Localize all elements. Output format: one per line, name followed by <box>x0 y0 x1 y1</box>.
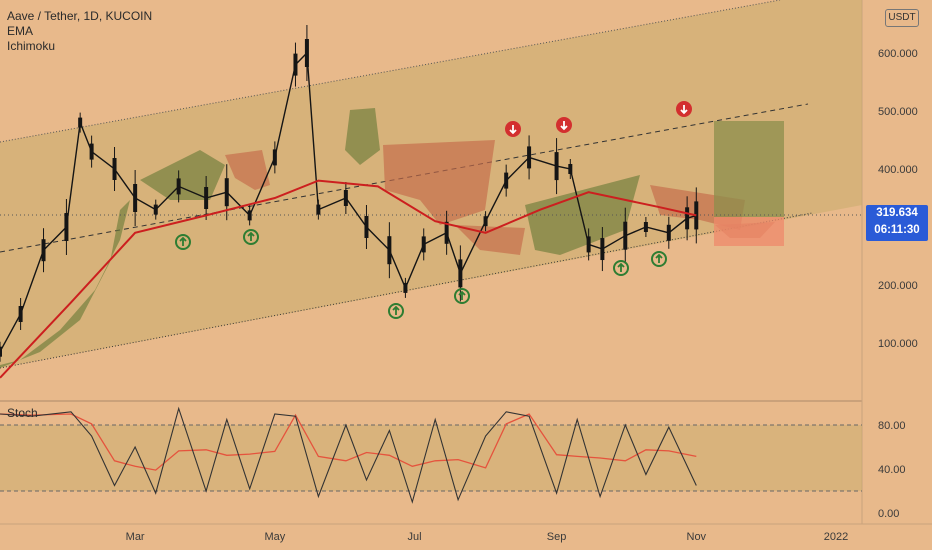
candle-body <box>643 222 648 232</box>
currency-button[interactable]: USDT <box>885 9 919 27</box>
y-tick-label: 500.000 <box>878 106 918 118</box>
legend-ichimoku[interactable]: Ichimoku <box>7 39 56 53</box>
candle-body <box>504 172 509 189</box>
y-tick-label: 200.000 <box>878 280 918 292</box>
candle-body <box>623 221 628 250</box>
buy-signal-icon <box>175 234 191 250</box>
candle-body <box>483 216 488 227</box>
y-tick-label: 100.000 <box>878 338 918 350</box>
price-value: 319.634 <box>876 207 918 219</box>
legend: Aave / Tether, 1D, KUCOIN EMA Ichimoku <box>7 9 152 54</box>
candle-body <box>64 213 69 241</box>
sell-arrow <box>509 125 517 135</box>
buy-arrow <box>458 290 466 300</box>
candle-body <box>600 238 605 261</box>
ema-line <box>0 179 697 379</box>
candle-body <box>364 216 369 238</box>
price-badge: 319.634 06:11:30 <box>866 205 928 241</box>
candle-body <box>421 236 426 253</box>
candle-body <box>272 149 277 166</box>
candle-body <box>568 164 573 174</box>
ichimoku-cloud-6 <box>525 175 640 255</box>
candle-body <box>153 204 158 215</box>
channel-upper-line <box>0 0 781 143</box>
candle-body <box>586 236 591 253</box>
candle-body <box>18 306 23 322</box>
candle-body <box>343 190 348 206</box>
legend-ema[interactable]: EMA <box>7 24 34 38</box>
ichimoku-cloud-2 <box>140 150 225 200</box>
buy-arrow <box>179 236 187 246</box>
stoch-y-tick-label: 80.00 <box>878 420 906 432</box>
stoch-k-line <box>0 406 697 504</box>
x-tick-label: Mar <box>126 531 145 543</box>
buy-signal-icon <box>651 251 667 267</box>
candle-body <box>224 178 229 207</box>
countdown: 06:11:30 <box>874 224 920 236</box>
buy-arrow <box>392 305 400 315</box>
x-tick-label: 2022 <box>824 531 848 543</box>
candle-body <box>554 152 559 181</box>
stoch-d-line <box>0 413 697 471</box>
candle-body <box>387 236 392 265</box>
y-tick-label: 600.000 <box>878 48 918 60</box>
ichimoku-cloud-3 <box>345 108 380 165</box>
candle-body <box>403 282 408 293</box>
buy-signal-icon <box>388 303 404 319</box>
candle-body <box>133 184 138 212</box>
candle-body <box>293 53 298 76</box>
sell-arrow <box>680 105 688 115</box>
price-line <box>0 51 697 353</box>
candle-body <box>666 224 671 241</box>
x-tick-label: Jul <box>408 531 422 543</box>
x-tick-label: Sep <box>547 531 567 543</box>
candle-body <box>0 346 2 357</box>
candle-body <box>527 146 532 169</box>
candle-body <box>247 210 252 221</box>
legend-symbol[interactable]: Aave / Tether, 1D, KUCOIN <box>7 9 153 23</box>
ichimoku-cloud-4 <box>383 140 495 225</box>
stoch-title: Stoch <box>7 406 38 420</box>
candle-body <box>112 158 117 180</box>
x-tick-label: Nov <box>687 531 707 543</box>
sell-arrow <box>560 121 568 131</box>
candle-body <box>444 221 449 244</box>
stoch-y-tick-label: 40.00 <box>878 464 906 476</box>
buy-arrow <box>655 253 663 263</box>
long-position-profit <box>714 121 784 217</box>
candle-body <box>316 204 321 215</box>
channel-mid-line <box>0 103 809 253</box>
candle-body <box>304 39 309 67</box>
y-tick-label: 400.000 <box>878 164 918 176</box>
buy-signal-icon <box>243 229 259 245</box>
candle-body <box>176 178 181 195</box>
candle-body <box>78 117 83 128</box>
candle-body <box>204 187 209 209</box>
long-position-loss <box>714 217 784 246</box>
candle-body <box>685 207 690 230</box>
buy-signal-icon <box>454 288 470 304</box>
buy-signal-icon <box>613 260 629 276</box>
candle-body <box>89 143 94 160</box>
candle-body <box>458 259 463 288</box>
buy-arrow <box>617 262 625 272</box>
stoch-y-tick-label: 0.00 <box>878 508 899 520</box>
buy-arrow <box>247 231 255 241</box>
candle-body <box>41 239 46 262</box>
ichimoku-cloud-1 <box>225 150 270 190</box>
ichimoku-cloud-5 <box>455 225 525 255</box>
x-tick-label: May <box>264 531 285 543</box>
